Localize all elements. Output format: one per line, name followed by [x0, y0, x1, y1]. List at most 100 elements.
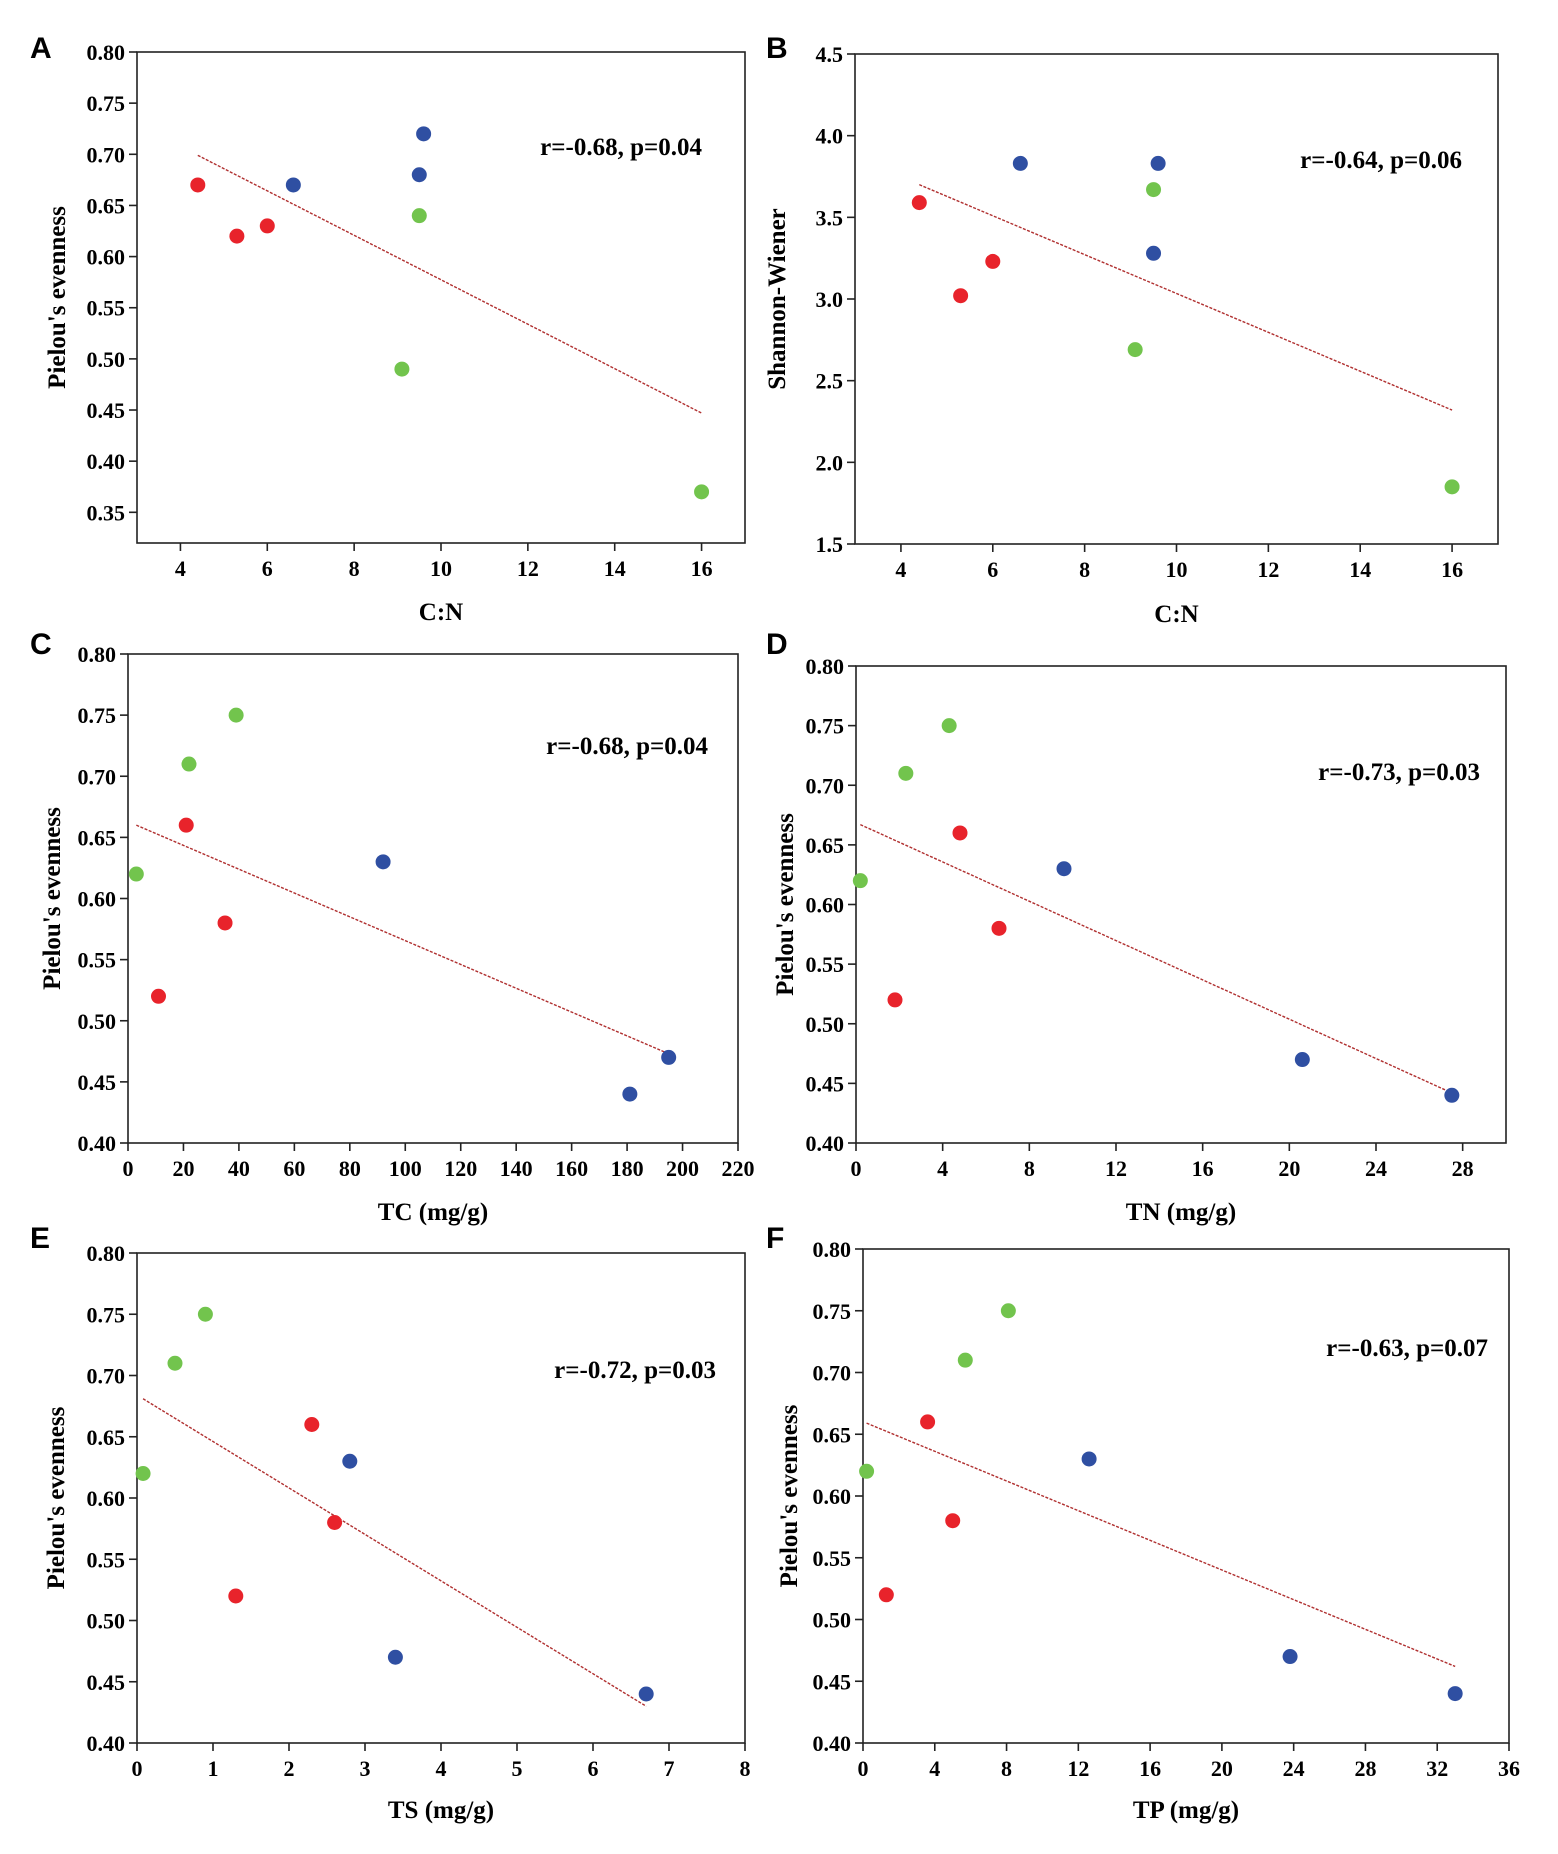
data-point-blue: [1012, 155, 1028, 171]
plot-frame: [855, 665, 1507, 1144]
data-point-red: [228, 1588, 244, 1604]
y-tick-label: 0.40: [813, 1731, 852, 1756]
correlation-label: r=-0.63, p=0.07: [1326, 1335, 1488, 1362]
y-tick-label: 0.50: [78, 1009, 117, 1034]
y-tick-label: 0.70: [87, 142, 126, 167]
y-axis-title: Pielou's evenness: [44, 206, 71, 389]
x-tick-label: 12: [517, 556, 539, 581]
y-axis-title: Shannon-Wiener: [764, 208, 791, 390]
x-tick-label: 4: [175, 556, 186, 581]
y-tick-label: 0.80: [87, 40, 126, 65]
panel-a: A 4 6 8 10 12 14 16 0.35 0.40 0.45 0.50 0.55 0.60 0.65…: [30, 32, 746, 626]
data-point-green: [941, 718, 957, 734]
y-tick-label: 0.60: [87, 1486, 126, 1511]
plot-frame: [136, 1252, 746, 1744]
y-tick-label: 0.45: [806, 1071, 845, 1096]
data-point-red: [920, 1414, 936, 1430]
data-point-green: [228, 707, 244, 723]
y-tick-label: 0.80: [78, 642, 117, 667]
data-point-red: [304, 1417, 320, 1432]
x-tick-label: 6: [987, 557, 998, 582]
y-tick-label: 0.65: [87, 193, 126, 218]
x-tick-label: 8: [1079, 557, 1090, 582]
data-point-green: [181, 756, 197, 772]
x-tick-label: 40: [228, 1156, 250, 1181]
y-tick-label: 0.55: [78, 948, 117, 973]
x-tick-label: 7: [664, 1756, 675, 1781]
data-point-red: [887, 992, 903, 1008]
x-tick-label: 100: [389, 1156, 422, 1181]
y-tick-label: 0.80: [813, 1237, 852, 1262]
panel-c: C 0 20 40 60 80 100 120 140 160 180 200 220 0.40 0.45 0…: [30, 628, 755, 1226]
correlation-label: r=-0.72, p=0.03: [554, 1357, 716, 1384]
x-tick-label: 12: [1257, 557, 1279, 582]
y-tick-label: 0.75: [806, 714, 845, 739]
data-point-blue: [1282, 1649, 1298, 1665]
y-tick-label: 0.70: [813, 1361, 852, 1386]
panel-e: E 0 1 2 3 4 5 6 7 8 0.40 0.45 0.50 0.55 0.60 0.65 0.70 0.…: [30, 1222, 751, 1824]
plot-frame: [127, 653, 739, 1144]
x-tick-label: 20: [172, 1156, 194, 1181]
x-tick-label: 0: [132, 1756, 143, 1781]
y-tick-label: 0.70: [87, 1364, 126, 1389]
x-tick-label: 0: [858, 1756, 869, 1781]
y-tick-label: 0.45: [813, 1669, 852, 1694]
y-tick-label: 0.35: [87, 500, 126, 525]
y-tick-label: 1.5: [816, 532, 844, 557]
data-point-blue: [375, 854, 391, 870]
y-tick-label: 0.55: [87, 1547, 126, 1572]
y-tick-label: 0.60: [813, 1484, 852, 1509]
data-point-blue: [638, 1686, 654, 1702]
data-point-red: [985, 253, 1001, 269]
data-point-green: [128, 866, 144, 882]
x-tick-label: 200: [666, 1156, 699, 1181]
x-tick-label: 80: [339, 1156, 361, 1181]
y-tick-label: 0.50: [806, 1012, 845, 1037]
x-tick-label: 140: [500, 1156, 533, 1181]
data-point-blue: [1081, 1451, 1097, 1467]
y-tick-label: 0.65: [806, 833, 845, 858]
y-tick-label: 0.40: [806, 1131, 845, 1156]
regression-line: [866, 1422, 1456, 1668]
y-tick-label: 0.40: [87, 449, 126, 474]
x-tick-label: 16: [1441, 557, 1463, 582]
data-point-green: [694, 484, 710, 500]
data-point-green: [1444, 479, 1460, 495]
x-tick-label: 10: [430, 556, 452, 581]
data-point-green: [898, 765, 914, 781]
data-point-green: [135, 1466, 151, 1481]
data-point-green: [411, 208, 427, 224]
regression-line: [142, 1398, 647, 1707]
data-point-blue: [387, 1649, 403, 1665]
correlation-label: r=-0.64, p=0.06: [1300, 147, 1462, 174]
plot-frame: [862, 1248, 1510, 1744]
x-tick-label: 16: [1139, 1756, 1161, 1781]
x-tick-label: 20: [1211, 1756, 1233, 1781]
correlation-label: r=-0.73, p=0.03: [1318, 759, 1480, 786]
data-point-red: [878, 1587, 894, 1603]
panel-d: D 0 4 8 12 16 20 24 28 0.40 0.45 0.50 0.55 0.60 0.65 0.…: [766, 628, 1507, 1226]
y-tick-label: 3.5: [816, 205, 844, 230]
y-tick-label: 0.65: [813, 1422, 852, 1447]
data-point-red: [259, 218, 275, 234]
panel-letter: E: [30, 1222, 50, 1255]
panel-letter: C: [30, 628, 52, 661]
x-tick-label: 12: [1067, 1756, 1089, 1781]
x-tick-label: 4: [929, 1756, 940, 1781]
panel-letter: D: [766, 628, 788, 661]
data-point-blue: [416, 126, 432, 142]
data-point-red: [190, 177, 206, 193]
x-tick-label: 0: [123, 1156, 134, 1181]
x-tick-label: 2: [284, 1756, 295, 1781]
x-tick-label: 16: [1192, 1156, 1214, 1181]
x-tick-label: 8: [349, 556, 360, 581]
data-point-green: [957, 1352, 973, 1368]
x-tick-label: 1: [208, 1756, 219, 1781]
y-tick-label: 0.65: [87, 1425, 126, 1450]
data-point-green: [852, 873, 868, 889]
data-point-green: [167, 1355, 183, 1371]
data-point-blue: [1056, 861, 1072, 877]
x-tick-label: 6: [262, 556, 273, 581]
data-point-blue: [1146, 245, 1162, 261]
x-tick-label: 8: [740, 1756, 751, 1781]
